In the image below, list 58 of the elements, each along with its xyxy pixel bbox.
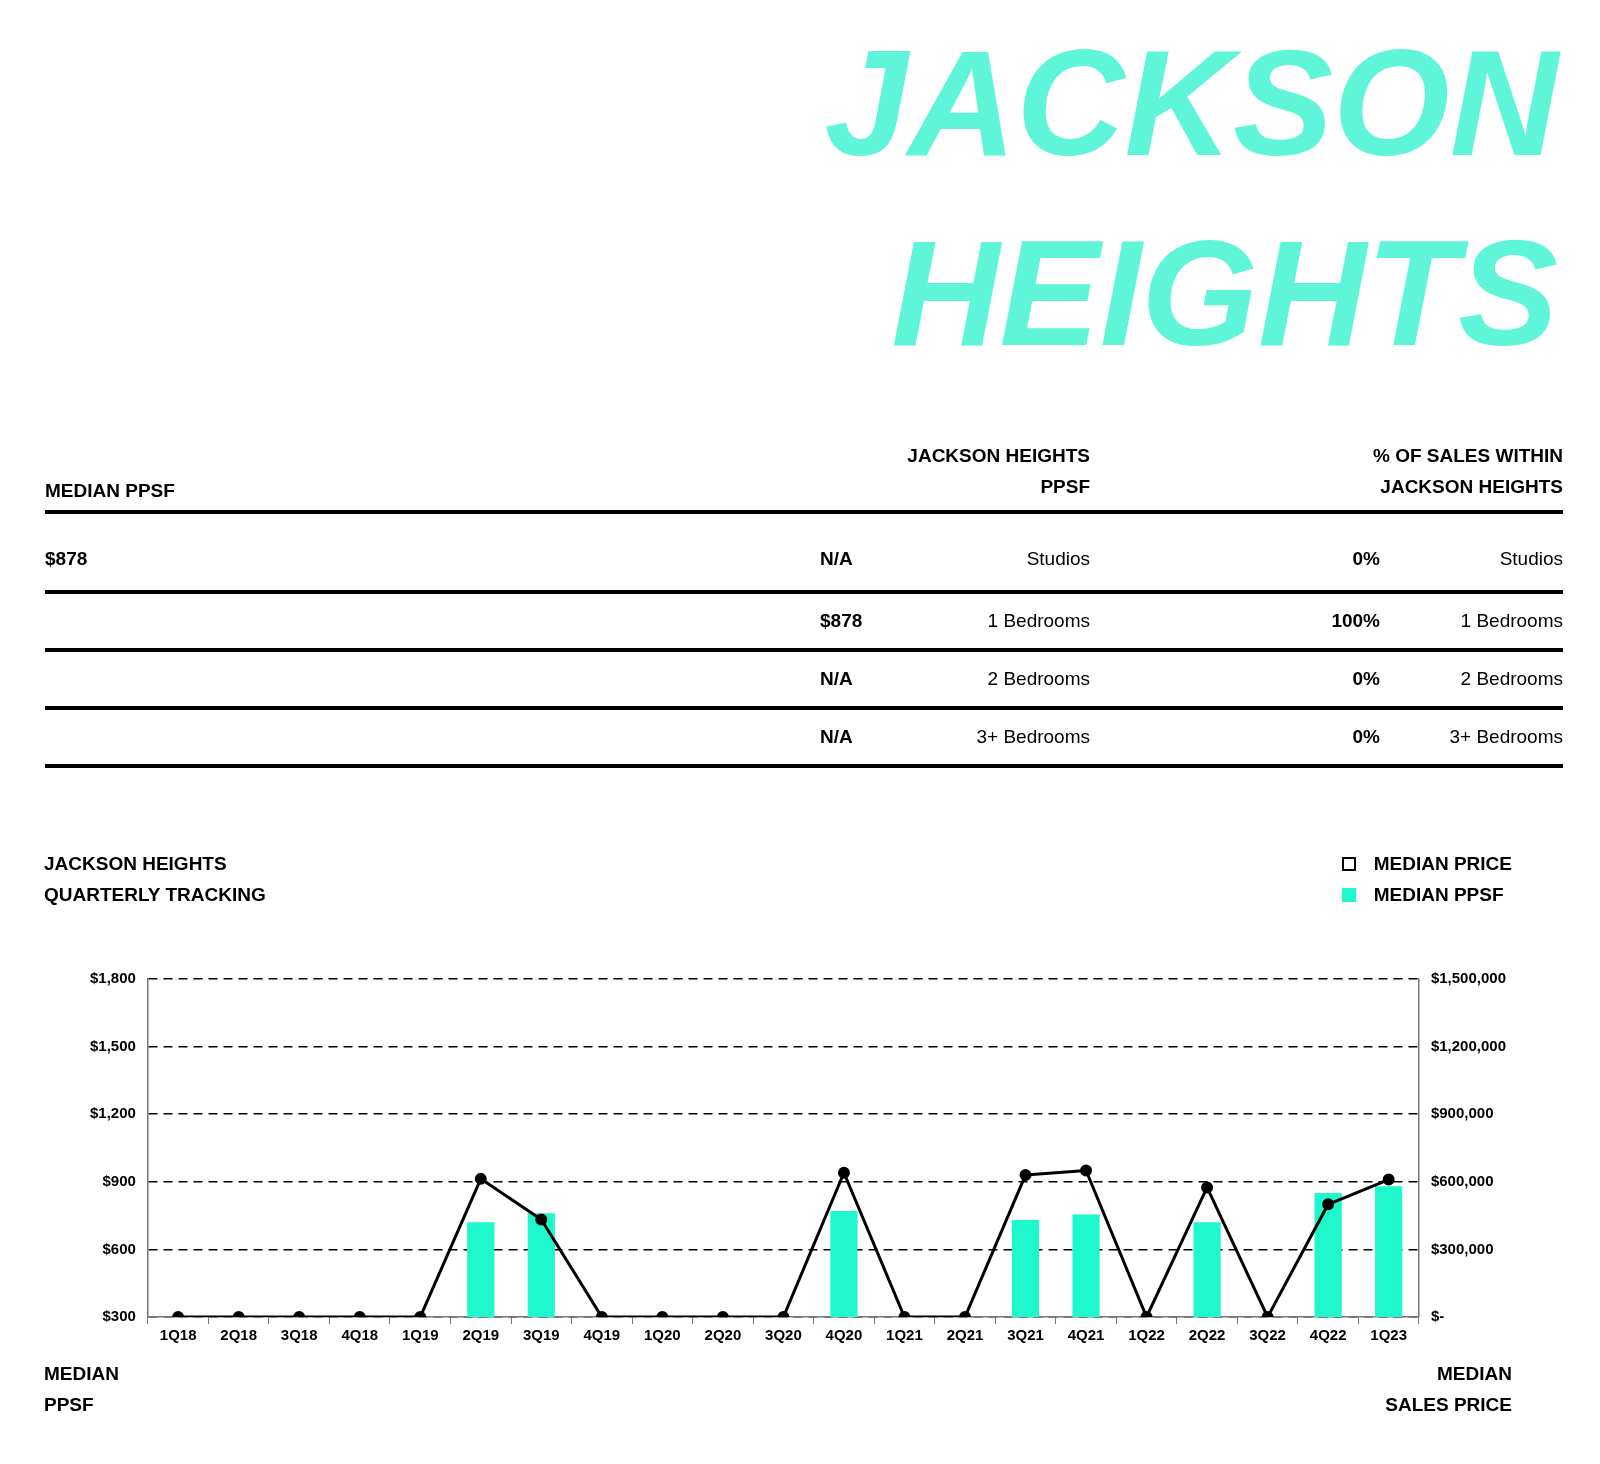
y2-tick-label: $900,000 <box>1430 1104 1494 1122</box>
text: 2 Bedrooms <box>1459 668 1563 690</box>
x-tick-label: 3Q20 <box>765 1326 802 1344</box>
text: MEDIAN PPSF <box>45 480 176 502</box>
x-tick-label: 2Q18 <box>220 1326 258 1344</box>
x-tick-label: 2Q20 <box>704 1326 742 1344</box>
text: JACKSON HEIGHTS PPSF <box>906 444 1090 499</box>
text: 100% <box>1330 610 1381 632</box>
x-tick-label: 3Q22 <box>1249 1326 1286 1344</box>
x-tick-label: 3Q21 <box>1007 1326 1044 1344</box>
text: $878 <box>820 610 864 632</box>
y-tick-label: $300 <box>102 1307 136 1325</box>
x-tick-label: 1Q21 <box>886 1326 923 1344</box>
text: Studios <box>1498 548 1563 570</box>
x-tick-label: 4Q19 <box>583 1326 621 1344</box>
x-tick-label: 1Q18 <box>159 1326 197 1344</box>
x-tick-label: 4Q22 <box>1309 1326 1347 1344</box>
text: 3+ Bedrooms <box>1448 726 1563 748</box>
x-tick-label: 3Q18 <box>280 1326 318 1344</box>
x-tick-label: 2Q22 <box>1188 1326 1226 1344</box>
chart-title: JACKSON HEIGHTS QUARTERLY TRACKING <box>44 852 267 907</box>
text: 2 Bedrooms <box>986 668 1090 690</box>
y2-tick-label: $- <box>1430 1307 1445 1325</box>
text: $878 <box>45 548 89 570</box>
x-tick-label: 1Q20 <box>644 1326 681 1344</box>
x-tick-label: 1Q23 <box>1370 1326 1408 1344</box>
text: 0% <box>1351 668 1381 690</box>
text: 1 Bedrooms <box>986 610 1090 632</box>
x-tick-label: 2Q21 <box>946 1326 984 1344</box>
text: 0% <box>1351 548 1381 570</box>
text: N/A <box>820 548 854 570</box>
x-tick-label: 4Q20 <box>825 1326 863 1344</box>
y-tick-label: $1,500 <box>89 1036 136 1054</box>
x-tick-label: 1Q19 <box>401 1326 439 1344</box>
x-tick-label: 3Q19 <box>522 1326 560 1344</box>
x-tick-label: 1Q22 <box>1128 1326 1165 1344</box>
y2-axis-title: MEDIAN SALES PRICE <box>1384 1362 1512 1417</box>
y2-tick-label: $1,500,000 <box>1430 969 1506 987</box>
text: 3+ Bedrooms <box>975 726 1090 748</box>
y2-tick-label: $300,000 <box>1430 1239 1494 1257</box>
y-tick-label: $900 <box>102 1171 136 1189</box>
y-axis-title: MEDIAN PPSF <box>44 1362 120 1417</box>
y-tick-label: $1,200 <box>89 1104 136 1122</box>
text: 1 Bedrooms <box>1459 610 1563 632</box>
x-tick-label: 4Q18 <box>341 1326 379 1344</box>
y-tick-label: $1,800 <box>89 969 136 987</box>
y-tick-label: $600 <box>102 1239 136 1257</box>
text: % OF SALES WITHIN JACKSON HEIGHTS <box>1372 444 1563 499</box>
x-tick-label: 2Q19 <box>462 1326 500 1344</box>
text: Studios <box>1025 548 1090 570</box>
legend-label: MEDIAN PPSF <box>1373 883 1504 907</box>
text: 0% <box>1351 726 1381 748</box>
legend-label: MEDIAN PRICE <box>1373 852 1512 876</box>
text: N/A <box>820 726 854 748</box>
y2-tick-label: $600,000 <box>1430 1171 1494 1189</box>
x-tick-label: 4Q21 <box>1067 1326 1105 1344</box>
y2-tick-label: $1,200,000 <box>1430 1036 1506 1054</box>
text: N/A <box>820 668 854 690</box>
